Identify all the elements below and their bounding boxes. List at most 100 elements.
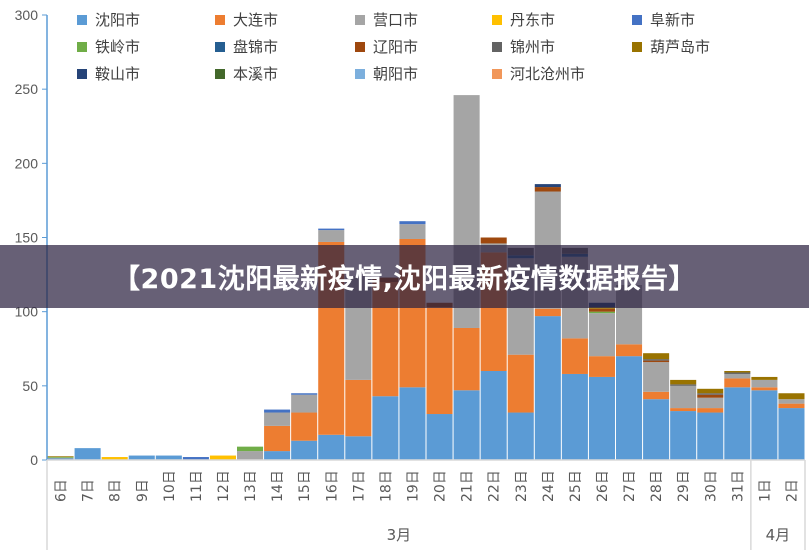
bar-segment-0 xyxy=(697,412,724,460)
bar-segment-8 xyxy=(670,384,697,386)
bar-segment-1 xyxy=(724,378,751,388)
bar-segment-3 xyxy=(209,455,236,460)
bar-segment-4 xyxy=(291,393,318,395)
bar-segment-2 xyxy=(670,385,697,409)
chart-legend: 沈阳市 大连市 营口市 丹东市 阜新市 铁岭市 盘锦市 辽阳市 锦州市 葫芦岛市 鞍山市 本溪市 朝阳市… xyxy=(77,10,772,83)
bar-segment-1 xyxy=(643,391,670,400)
x-tick-label: 2日 xyxy=(784,479,800,502)
bar-segment-0 xyxy=(588,376,615,460)
x-tick-label: 21日 xyxy=(460,470,476,502)
bar-segment-9 xyxy=(670,379,697,385)
bar-segment-1 xyxy=(426,307,453,415)
bar-segment-4 xyxy=(399,221,426,225)
x-tick-label: 19日 xyxy=(405,470,421,502)
x-tick-label: 31日 xyxy=(730,470,746,502)
legend-item: 沈阳市 xyxy=(77,10,215,29)
bar-segment-5 xyxy=(588,311,615,314)
legend-label: 鞍山市 xyxy=(95,65,141,83)
y-tick-label: 200 xyxy=(15,155,39,171)
x-tick-label: 28日 xyxy=(649,470,665,502)
bar-segment-1 xyxy=(264,425,291,452)
bar-segment-0 xyxy=(778,408,805,460)
legend-item: 葫芦岛市 xyxy=(632,37,772,56)
x-tick-label: 11日 xyxy=(189,470,205,502)
legend-swatch xyxy=(492,41,502,52)
bar-segment-1 xyxy=(751,387,778,391)
bar-segment-2 xyxy=(643,362,670,392)
legend-swatch xyxy=(355,14,365,25)
x-tick-label: 9日 xyxy=(135,479,151,502)
x-tick-label: 10日 xyxy=(162,470,178,502)
bar-segment-8 xyxy=(724,372,751,374)
x-tick-label: 17日 xyxy=(351,470,367,502)
bar-segment-8 xyxy=(697,393,724,395)
bar-segment-1 xyxy=(534,308,561,317)
bar-segment-7 xyxy=(534,187,561,192)
legend-label: 辽阳市 xyxy=(373,38,419,56)
bar-segment-5 xyxy=(237,446,264,452)
legend-label: 大连市 xyxy=(233,11,279,29)
legend-item: 阜新市 xyxy=(632,10,772,29)
y-tick-label: 250 xyxy=(15,81,39,97)
bar-segment-4 xyxy=(264,409,291,413)
bar-segment-7 xyxy=(588,308,615,312)
legend-label: 本溪市 xyxy=(233,65,279,83)
bar-segment-1 xyxy=(778,403,805,409)
x-tick-label: 29日 xyxy=(676,470,692,502)
bar-segment-2 xyxy=(237,451,264,460)
legend-label: 丹东市 xyxy=(510,11,556,29)
bar-segment-0 xyxy=(561,373,588,460)
bar-segment-0 xyxy=(751,390,778,460)
x-tick-label: 26日 xyxy=(595,470,611,502)
legend-swatch xyxy=(215,14,225,25)
x-tick-label: 6日 xyxy=(54,479,70,502)
legend-label: 锦州市 xyxy=(510,38,556,56)
bar-segment-2 xyxy=(264,412,291,426)
legend-item: 辽阳市 xyxy=(355,37,492,56)
legend-item: 朝阳市 xyxy=(355,64,492,83)
x-tick-label: 14日 xyxy=(270,470,286,502)
bar-segment-0 xyxy=(507,412,534,460)
legend-label: 葫芦岛市 xyxy=(650,38,711,56)
legend-swatch xyxy=(492,68,502,79)
bar-segment-0 xyxy=(291,440,318,460)
legend-item: 盘锦市 xyxy=(215,37,355,56)
bar-segment-0 xyxy=(128,455,155,460)
bar-segment-1 xyxy=(291,412,318,441)
bar-segment-0 xyxy=(534,316,561,460)
legend-swatch xyxy=(77,41,87,52)
x-tick-label: 8日 xyxy=(108,479,124,502)
legend-swatch xyxy=(492,14,502,25)
legend-label: 营口市 xyxy=(373,11,419,29)
x-tick-label: 7日 xyxy=(81,479,97,502)
y-tick-label: 50 xyxy=(22,378,38,394)
x-tick-label: 1日 xyxy=(757,479,773,502)
bar-segment-1 xyxy=(561,338,588,374)
bar-segment-3 xyxy=(101,457,128,460)
bar-segment-9 xyxy=(751,376,778,380)
bar-segment-7 xyxy=(480,237,507,244)
legend-swatch xyxy=(355,41,365,52)
x-tick-label: 23日 xyxy=(514,470,530,502)
bar-segment-1 xyxy=(345,379,372,437)
x-tick-label: 30日 xyxy=(703,470,719,502)
legend-item: 锦州市 xyxy=(492,37,632,56)
bar-segment-1 xyxy=(616,344,643,357)
bar-segment-0 xyxy=(453,390,480,460)
bar-segment-0 xyxy=(724,387,751,460)
bar-segment-9 xyxy=(697,388,724,394)
bar-segment-4 xyxy=(182,457,209,460)
bar-segment-0 xyxy=(264,451,291,460)
legend-item: 本溪市 xyxy=(215,64,355,83)
bar-segment-9 xyxy=(643,353,670,360)
legend-swatch xyxy=(215,41,225,52)
bar-segment-0 xyxy=(670,411,697,460)
x-tick-label: 20日 xyxy=(433,470,449,502)
bar-segment-1 xyxy=(507,354,534,413)
bar-segment-1 xyxy=(697,408,724,413)
legend-swatch xyxy=(77,14,87,25)
legend-item: 大连市 xyxy=(215,10,355,29)
y-tick-label: 150 xyxy=(15,230,39,246)
month-label: 4月 xyxy=(766,526,791,544)
bar-segment-2 xyxy=(697,397,724,409)
